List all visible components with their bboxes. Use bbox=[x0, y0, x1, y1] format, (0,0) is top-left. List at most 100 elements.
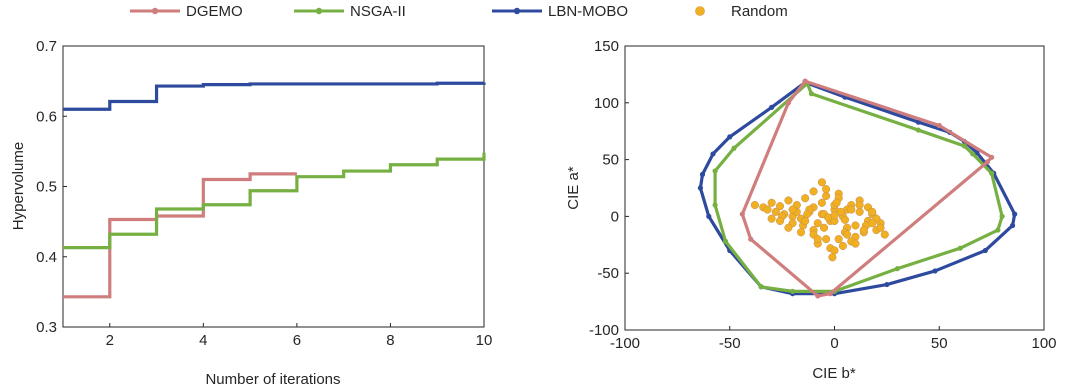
right-series-group bbox=[697, 78, 1018, 299]
right-x-axis-label: CIE b* bbox=[812, 365, 856, 382]
left-y-tick-label: 0.7 bbox=[36, 38, 57, 55]
point-nsga-ii bbox=[995, 227, 1001, 233]
right-y-tick-label: 100 bbox=[594, 95, 619, 112]
left-y-ticks: 0.3 0.4 0.5 0.6 0.7 bbox=[36, 38, 67, 336]
point-nsga-ii bbox=[790, 288, 796, 294]
point-random bbox=[796, 228, 806, 237]
point-random bbox=[801, 216, 810, 225]
left-x-ticks: 2 4 6 8 10 bbox=[106, 323, 492, 349]
legend-label-nsga-ii: NSGA-II bbox=[350, 3, 406, 20]
right-x-tick-label: 50 bbox=[931, 335, 948, 352]
point-dgemo bbox=[989, 154, 995, 160]
line-dgemo bbox=[63, 172, 297, 299]
point-lbn-mobo bbox=[769, 104, 775, 110]
point-nsga-ii bbox=[961, 143, 967, 149]
point-dgemo bbox=[785, 100, 792, 106]
legend-item-random: Random bbox=[695, 3, 788, 20]
point-dgemo bbox=[739, 211, 745, 217]
point-lbn-mobo bbox=[974, 150, 980, 156]
line-lbn-mobo bbox=[63, 81, 486, 111]
point-nsga-ii bbox=[970, 151, 976, 157]
right-y-axis-label: CIE a* bbox=[565, 166, 582, 210]
legend-label-lbn-mobo: LBN-MOBO bbox=[548, 3, 628, 20]
point-random bbox=[868, 207, 877, 216]
point-random bbox=[851, 221, 860, 230]
point-lbn-mobo bbox=[982, 247, 988, 254]
point-random bbox=[851, 239, 860, 248]
legend-marker-random bbox=[695, 6, 705, 16]
legend-label-dgemo: DGEMO bbox=[186, 3, 243, 20]
right-x-tick-label: -100 bbox=[610, 335, 640, 352]
legend-marker-dgemo bbox=[151, 7, 159, 15]
point-dgemo bbox=[815, 293, 821, 299]
left-x-axis-label: Number of iterations bbox=[205, 371, 340, 388]
left-axes-box bbox=[62, 45, 485, 328]
point-nsga-ii bbox=[712, 202, 718, 208]
point-lbn-mobo bbox=[727, 134, 733, 140]
point-random bbox=[788, 205, 797, 214]
legend-item-lbn-mobo: LBN-MOBO bbox=[492, 3, 628, 20]
legend-marker-lbn-mobo bbox=[513, 7, 521, 15]
point-random bbox=[775, 216, 785, 225]
point-random bbox=[855, 200, 864, 210]
left-x-tick-label: 2 bbox=[106, 332, 114, 349]
right-x-tick-label: 100 bbox=[1031, 335, 1056, 352]
point-lbn-mobo bbox=[1009, 222, 1016, 229]
point-nsga-ii bbox=[894, 266, 900, 272]
point-dgemo bbox=[827, 291, 833, 297]
right-axes-box bbox=[624, 45, 1045, 331]
cie-chart: -100 -50 0 50 100 -100 -50 0 50 100 150 CIE b* CI… bbox=[565, 38, 1057, 382]
point-lbn-mobo bbox=[697, 185, 704, 191]
point-lbn-mobo bbox=[710, 151, 716, 157]
point-nsga-ii bbox=[957, 245, 963, 251]
point-random bbox=[828, 253, 837, 262]
point-random bbox=[822, 191, 831, 201]
point-random bbox=[868, 219, 877, 228]
left-y-tick-label: 0.3 bbox=[36, 319, 57, 336]
point-random bbox=[822, 235, 831, 244]
point-random bbox=[801, 194, 810, 203]
left-x-tick-label: 4 bbox=[199, 332, 207, 349]
point-nsga-ii bbox=[999, 213, 1005, 219]
point-random bbox=[847, 205, 856, 214]
legend-label-random: Random bbox=[731, 3, 788, 20]
point-random bbox=[809, 187, 818, 196]
point-random bbox=[817, 198, 826, 207]
front-nsga-ii bbox=[713, 82, 1004, 293]
left-x-tick-label: 6 bbox=[293, 332, 301, 349]
point-random bbox=[822, 185, 831, 194]
point-nsga-ii bbox=[758, 284, 764, 290]
point-random bbox=[838, 241, 847, 250]
point-random bbox=[834, 235, 843, 244]
point-lbn-mobo bbox=[884, 281, 890, 288]
point-random bbox=[813, 235, 822, 244]
point-lbn-mobo bbox=[1012, 211, 1018, 217]
point-random bbox=[803, 210, 812, 219]
point-nsga-ii bbox=[915, 127, 921, 133]
front-dgemo bbox=[740, 79, 994, 298]
right-x-tick-label: -50 bbox=[719, 335, 741, 352]
point-random bbox=[832, 198, 841, 207]
point-random bbox=[775, 202, 785, 211]
point-random bbox=[767, 214, 776, 223]
legend: DGEMO NSGA-II LBN-MOBO Random bbox=[130, 3, 788, 20]
right-y-tick-label: -50 bbox=[597, 265, 619, 282]
point-dgemo bbox=[748, 236, 754, 242]
point-random bbox=[784, 223, 793, 232]
point-dgemo bbox=[802, 78, 808, 84]
right-y-tick-label: 150 bbox=[594, 38, 619, 55]
left-series-group bbox=[63, 81, 486, 299]
left-y-tick-label: 0.5 bbox=[36, 179, 57, 196]
legend-item-dgemo: DGEMO bbox=[130, 3, 243, 20]
point-random bbox=[819, 223, 829, 232]
point-lbn-mobo bbox=[699, 171, 706, 177]
point-nsga-ii bbox=[808, 91, 815, 97]
left-y-tick-label: 0.6 bbox=[36, 108, 57, 125]
right-y-ticks: -100 -50 0 50 100 150 bbox=[589, 38, 629, 339]
left-y-tick-label: 0.4 bbox=[36, 249, 57, 266]
point-random bbox=[836, 207, 845, 216]
point-random bbox=[763, 205, 772, 214]
left-x-tick-label: 8 bbox=[386, 332, 394, 349]
point-random bbox=[880, 230, 889, 239]
point-random bbox=[767, 198, 776, 207]
